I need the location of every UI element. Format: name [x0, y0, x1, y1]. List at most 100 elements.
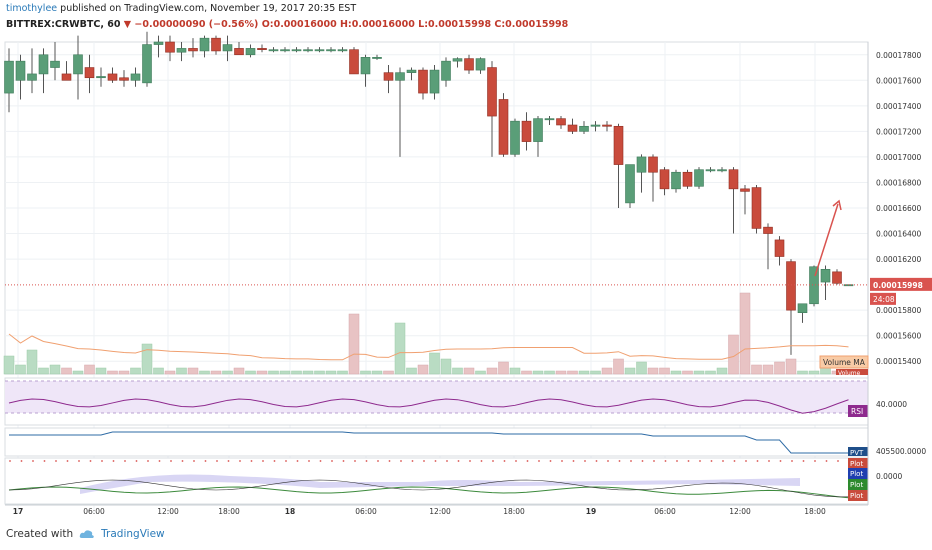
volume-bar [682, 370, 693, 375]
ohlc-values: O:0.00016000 H:0.00016000 L:0.00015998 C… [261, 19, 569, 30]
plot-dot [423, 460, 425, 462]
author-link[interactable]: timothylee [6, 3, 58, 14]
change-value: −0.00000090 (−0.56%) [134, 19, 259, 30]
volume-bar [61, 367, 72, 375]
volume-bar [486, 367, 498, 375]
volume-bar [624, 367, 636, 375]
plot-dot [710, 460, 713, 462]
volume-bar [49, 364, 61, 375]
candle-body [487, 67, 497, 117]
volume-bar [199, 370, 210, 375]
volume-bar [567, 370, 578, 375]
volume-bar [118, 370, 130, 375]
price-tick-label: 0.00016800 [876, 178, 922, 187]
candle-body [142, 44, 152, 84]
rsi-level-label: 40.0000 [876, 400, 907, 409]
plot-dot [664, 460, 667, 462]
plot-dot [377, 460, 379, 462]
volume-bar [245, 370, 256, 375]
plot-dot [308, 460, 310, 462]
plot-dot [595, 460, 598, 462]
plot-dot [411, 460, 414, 462]
candle-body [383, 72, 394, 81]
volume-bar [107, 370, 118, 375]
plot-dot [204, 460, 207, 462]
candle-body [694, 169, 704, 187]
volume-ma-line [8, 333, 849, 361]
volume-bar [153, 367, 164, 375]
candle-body [751, 187, 762, 229]
candle-body [682, 171, 693, 187]
plot-dot [354, 460, 356, 462]
candle-body [441, 60, 451, 81]
candle-body [820, 268, 831, 283]
volume-bar [820, 367, 831, 375]
candle-body [533, 118, 543, 142]
published-text: published on TradingView.com, November 1… [60, 3, 357, 14]
volume-ma-tag [819, 355, 869, 369]
volume-bar [705, 370, 716, 375]
volume-bar [578, 370, 590, 375]
plot-dot [124, 460, 126, 462]
plot-tag-text: Plot [850, 470, 863, 478]
plot-line-green [8, 486, 849, 499]
candle-body [84, 67, 95, 79]
volume-bar [222, 370, 233, 375]
volume-bar [394, 322, 406, 375]
volume-bar [291, 370, 302, 375]
volume-bar [739, 292, 751, 375]
plot-dot [653, 460, 655, 462]
plot-dot [273, 460, 276, 462]
plot-dot [388, 460, 391, 462]
candle-body [27, 73, 37, 81]
price-tick-label: 0.00016400 [876, 230, 922, 239]
volume-bar [141, 343, 153, 375]
plot-tag [848, 468, 868, 479]
plot-dot [480, 460, 483, 462]
plot-dot [837, 460, 839, 462]
plot-dot [503, 460, 506, 462]
volume-bar [774, 361, 785, 375]
tradingview-brand[interactable]: TradingView [101, 528, 165, 540]
candle-body [613, 125, 624, 165]
volume-bar [268, 370, 279, 375]
volume-bar [785, 358, 797, 375]
pvt-value-label: 405500.0000 [876, 447, 926, 456]
plot-tag [848, 458, 868, 469]
volume-bar [38, 367, 49, 375]
time-tick-label: 06:00 [355, 507, 377, 516]
plot-dot [296, 460, 299, 462]
volume-bar [84, 364, 95, 375]
candle-body [4, 60, 14, 94]
plot-dot [802, 460, 805, 462]
candle-body [452, 58, 463, 62]
volume-bar [233, 367, 245, 375]
plot-dot [135, 460, 138, 462]
candle-body [268, 49, 279, 52]
plot-dot [641, 460, 644, 462]
candle-body [636, 156, 647, 173]
plot-dot [342, 460, 345, 462]
time-tick-label: 06:00 [83, 507, 105, 516]
plot-dot [101, 460, 103, 462]
plot-dot [434, 460, 437, 462]
plot-tag-text: Plot [850, 460, 863, 468]
volume-bar [498, 361, 509, 375]
volume-bar [452, 367, 463, 375]
time-tick-label: 19 [586, 507, 596, 516]
time-tick-label: 18 [285, 507, 295, 516]
candle-body [73, 54, 83, 75]
price-tick-label: 0.00017600 [876, 76, 922, 85]
plot-dot [618, 460, 621, 462]
publish-line: timothylee published on TradingView.com,… [6, 3, 356, 14]
volume-bar [176, 367, 187, 375]
volume-bars [3, 292, 854, 375]
candle-body [153, 41, 164, 45]
plot-dot [285, 460, 287, 462]
volume-bar [670, 370, 682, 375]
plot-dot [158, 460, 161, 462]
volume-bar [751, 364, 762, 375]
candle-body [314, 49, 325, 52]
volume-bar [590, 370, 601, 375]
